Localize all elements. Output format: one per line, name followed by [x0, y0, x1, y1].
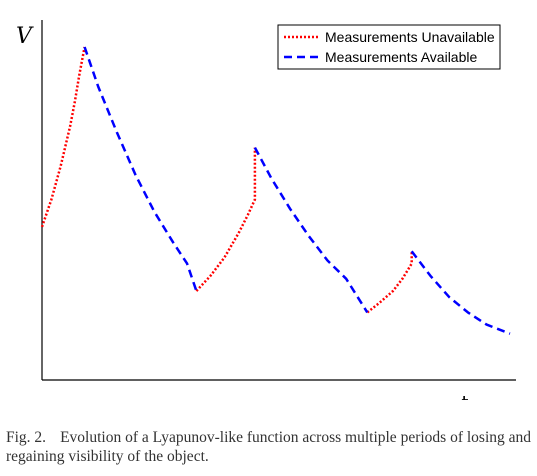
y-axis-label: V	[16, 24, 34, 49]
available-segment-3	[410, 250, 511, 335]
legend: Measurements Unavailable Measurements Av…	[277, 24, 501, 70]
figure-caption: Fig. 2. Evolution of a Lyapunov-like func…	[6, 428, 532, 466]
caption-text: Evolution of a Lyapunov-like function ac…	[6, 429, 532, 465]
available-segment-2	[253, 147, 369, 314]
axes	[41, 20, 516, 381]
legend-entry-unavailable: Measurements Unavailable	[325, 29, 495, 45]
unavailable-segment-3	[366, 251, 413, 314]
plot-area	[40, 46, 511, 335]
unavailable-segment-2	[195, 147, 257, 292]
legend-box	[277, 24, 501, 70]
available-segment-1	[83, 46, 198, 292]
chart: V t Measurements Unavailable Measurement…	[16, 20, 516, 400]
legend-entry-available: Measurements Available	[325, 49, 477, 65]
unavailable-segment-1	[40, 46, 86, 228]
x-axis-label: t	[461, 392, 469, 400]
caption-label: Fig. 2.	[6, 429, 47, 446]
